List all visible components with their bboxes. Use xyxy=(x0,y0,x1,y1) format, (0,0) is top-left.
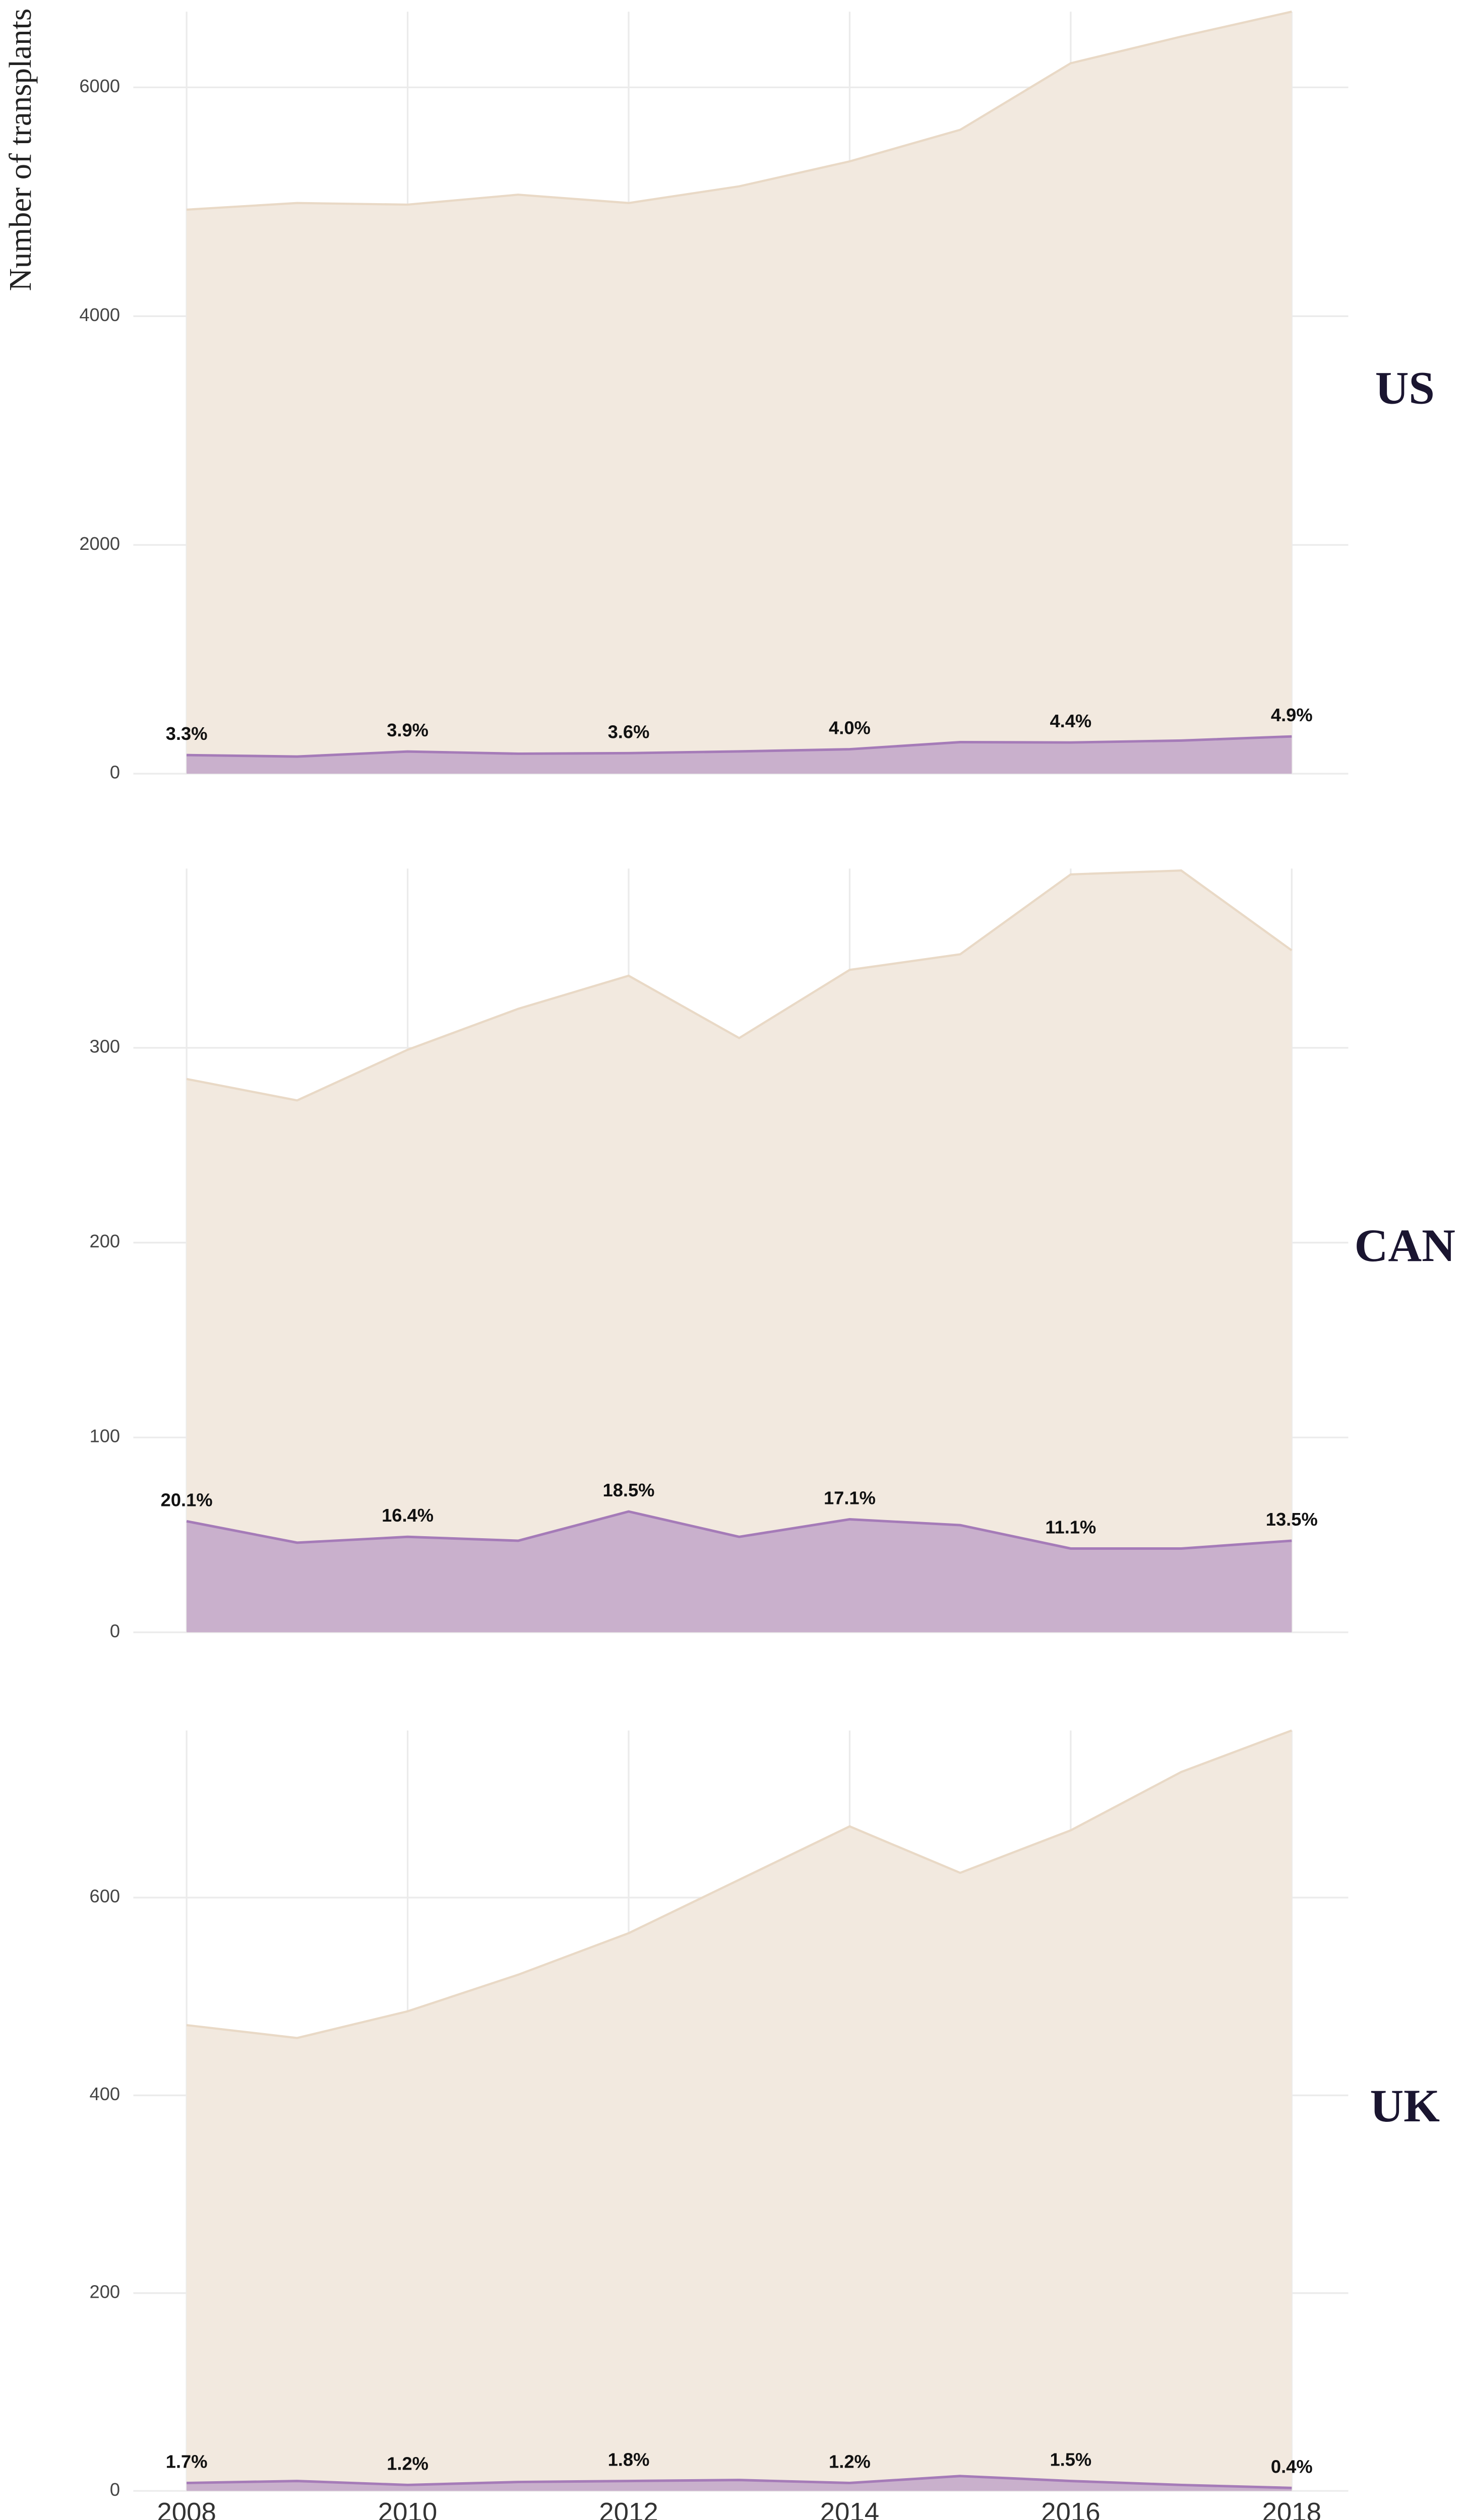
y-tick-label: 0 xyxy=(110,1620,120,1641)
x-tick-label: 2014 xyxy=(820,2497,879,2520)
y-tick-label: 400 xyxy=(90,2084,120,2104)
strip-title: CAN xyxy=(1355,1220,1455,1271)
area-line xyxy=(187,735,1292,758)
x-tick-label: 2008 xyxy=(157,2497,216,2520)
y-tick-label: 100 xyxy=(90,1426,120,1446)
data-label: 20.1% xyxy=(161,1489,213,1510)
area xyxy=(187,1511,1292,1632)
data-label: 4.4% xyxy=(1050,711,1091,731)
y-tick-label: 600 xyxy=(90,1886,120,1907)
data-label: 16.4% xyxy=(382,1505,434,1526)
data-label: 11.1% xyxy=(1045,1517,1096,1537)
area xyxy=(187,736,1292,774)
strip-title: UK xyxy=(1370,2080,1440,2131)
area-line xyxy=(186,1510,1292,1550)
data-label: 0.4% xyxy=(1271,2456,1313,2477)
area-line xyxy=(186,1729,1293,2039)
data-label: 3.3% xyxy=(166,723,208,744)
y-axis-title: Number of transplants xyxy=(3,9,38,291)
data-label: 1.7% xyxy=(166,2451,208,2472)
y-tick-label: 2000 xyxy=(79,533,120,554)
data-label: 3.6% xyxy=(608,721,650,742)
y-tick-label: 0 xyxy=(110,2479,120,2500)
y-tick-label: 4000 xyxy=(79,304,120,325)
y-tick-label: 200 xyxy=(90,2281,120,2302)
data-label: 1.5% xyxy=(1050,2449,1091,2470)
data-label: 3.9% xyxy=(387,720,429,740)
data-label: 17.1% xyxy=(824,1487,876,1508)
y-tick-label: 300 xyxy=(90,1036,120,1057)
y-tick-label: 200 xyxy=(90,1231,120,1251)
data-label: 1.2% xyxy=(387,2453,429,2474)
strip-title: US xyxy=(1375,362,1435,413)
area-line xyxy=(187,11,1292,211)
area-line xyxy=(186,869,1293,1102)
area xyxy=(187,12,1292,774)
data-label: 1.2% xyxy=(829,2451,871,2472)
data-label: 4.9% xyxy=(1271,705,1313,725)
x-tick-label: 2018 xyxy=(1262,2497,1322,2520)
y-tick-label: 0 xyxy=(110,762,120,783)
y-tick-label: 6000 xyxy=(79,76,120,96)
area xyxy=(187,1730,1292,2491)
data-label: 18.5% xyxy=(603,1480,655,1500)
data-label: 4.0% xyxy=(829,718,871,738)
x-tick-label: 2016 xyxy=(1041,2497,1101,2520)
area xyxy=(187,870,1292,1632)
x-tick-label: 2010 xyxy=(378,2497,437,2520)
x-tick-label: 2012 xyxy=(599,2497,658,2520)
data-label: 13.5% xyxy=(1266,1509,1318,1530)
area-line xyxy=(187,2475,1292,2489)
data-label: 1.8% xyxy=(608,2449,650,2470)
